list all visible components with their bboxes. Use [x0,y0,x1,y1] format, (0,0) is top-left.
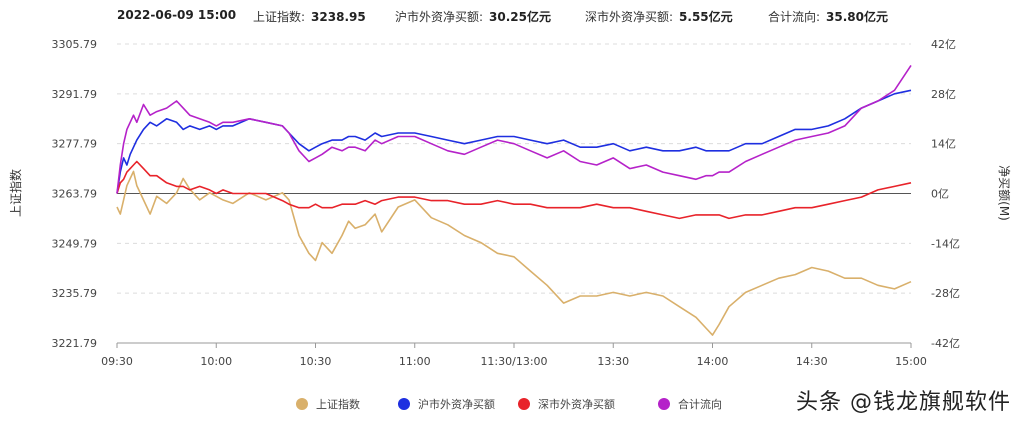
x-tick-label: 13:30 [597,355,629,368]
right-tick-label: 28亿 [931,88,956,101]
right-tick-label: 14亿 [931,138,956,151]
legend-marker-shen [518,398,530,410]
series-line-total [116,64,912,194]
summary-header: 2022-06-09 15:00 上证指数: 3238.95 沪市外资净买额: 30… [0,8,1025,28]
header-total-flow: 合计流向: 35.80亿元 [768,10,889,24]
legend-label-sh_index: 上证指数 [316,397,360,411]
x-tick-label: 15:00 [895,355,927,368]
series-line-shen [116,160,912,220]
y-axis-title-right: 净买额(M) [997,165,1011,221]
x-tick-label: 11:30/13:00 [480,355,547,368]
x-tick-label: 14:00 [697,355,729,368]
left-tick-label: 3305.79 [52,38,98,51]
x-tick-label: 11:00 [399,355,431,368]
right-tick-label: -42亿 [931,337,960,350]
y-axis-title-left: 上证指数 [8,169,23,217]
legend-marker-hu [398,398,410,410]
legend-marker-total [658,398,670,410]
left-tick-label: 3277.79 [52,138,98,151]
x-tick-label: 10:00 [200,355,232,368]
header-shen-netbuy: 深市外资净买额: 5.55亿元 [585,10,733,24]
right-tick-label: -28亿 [931,287,960,300]
left-tick-label: 3221.79 [52,337,98,350]
series-line-hu [116,89,912,194]
left-tick-label: 3263.79 [52,188,98,201]
legend-marker-sh_index [296,398,308,410]
left-tick-label: 3249.79 [52,237,98,250]
right-tick-label: -14亿 [931,237,960,250]
left-tick-label: 3291.79 [52,88,98,101]
header-datetime: 2022-06-09 15:00 [117,8,237,22]
series-line-sh_index [116,170,912,336]
x-tick-label: 14:30 [796,355,828,368]
header-hu-netbuy: 沪市外资净买额: 30.25亿元 [395,10,552,24]
x-tick-label: 10:30 [300,355,332,368]
header-sh-index: 上证指数: 3238.95 [253,10,366,24]
right-tick-label: 0亿 [931,188,949,201]
left-tick-label: 3235.79 [52,287,98,300]
legend-label-hu: 沪市外资净买额 [418,397,495,411]
watermark: 头条 @钱龙旗舰软件 [796,390,1011,415]
legend-label-total: 合计流向 [678,397,722,411]
x-tick-label: 09:30 [101,355,133,368]
legend-label-shen: 深市外资净买额 [538,397,615,411]
right-tick-label: 42亿 [931,38,956,51]
